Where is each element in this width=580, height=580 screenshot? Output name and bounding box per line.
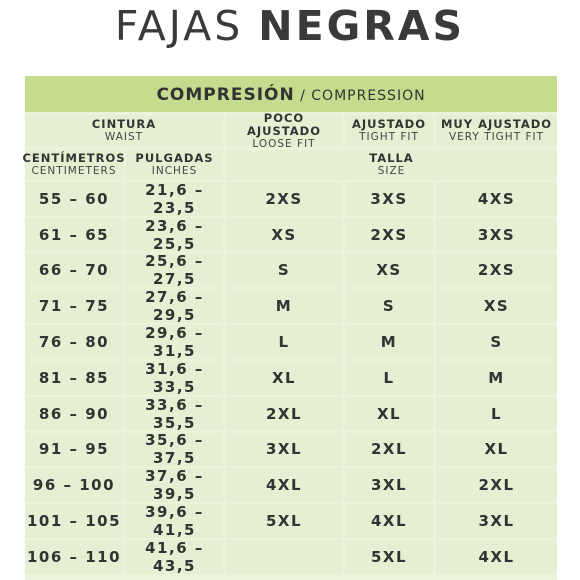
cell-centimetros: 76 – 80 bbox=[25, 325, 123, 359]
compression-label-en: / COMPRESSION bbox=[300, 88, 426, 104]
header-pulgadas: PULGADAS INCHES bbox=[126, 150, 223, 180]
cell-muy-ajustado: 3XL bbox=[436, 504, 557, 538]
header-muy-en: VERY TIGHT FIT bbox=[448, 131, 545, 143]
cell-muy-ajustado: 2XS bbox=[436, 253, 557, 288]
cell-ajustado: 2XS bbox=[345, 217, 433, 252]
cell-ajustado: S bbox=[345, 289, 433, 323]
cell-centimetros: 86 – 90 bbox=[25, 396, 123, 431]
cell-ajustado: 3XL bbox=[345, 468, 433, 502]
cell-centimetros: 96 – 100 bbox=[25, 468, 123, 502]
cell-muy-ajustado: 4XL bbox=[436, 540, 557, 574]
cell-ajustado: L bbox=[345, 361, 433, 395]
cell-centimetros: 81 – 85 bbox=[25, 361, 123, 395]
cell-muy-ajustado: 4XS bbox=[436, 182, 557, 216]
cell-muy-ajustado: M bbox=[436, 361, 557, 395]
cell-pulgadas: 23,6 – 25,5 bbox=[126, 217, 223, 253]
cell-pulgadas: 35,6 – 37,5 bbox=[126, 431, 223, 467]
cell-centimetros: 61 – 65 bbox=[25, 217, 123, 252]
header-ajustado-es: AJUSTADO bbox=[352, 117, 426, 131]
cell-centimetros: 101 – 105 bbox=[25, 504, 123, 538]
cell-pulgadas: 29,6 – 31,5 bbox=[126, 324, 223, 360]
header-talla-en: SIZE bbox=[377, 165, 406, 177]
title-bold: NEGRAS bbox=[258, 2, 466, 50]
header-poco-ajustado: POCO AJUSTADO LOOSE FIT bbox=[226, 110, 342, 150]
cell-poco-ajustado: 2XS bbox=[226, 182, 342, 216]
cell-ajustado: XS bbox=[345, 253, 433, 288]
cell-centimetros: 106 – 110 bbox=[25, 540, 123, 574]
header-ajustado-en: TIGHT FIT bbox=[359, 131, 419, 143]
cell-muy-ajustado: XL bbox=[436, 432, 557, 467]
cell-poco-ajustado: M bbox=[226, 289, 342, 323]
cell-ajustado: 4XL bbox=[345, 504, 433, 538]
header-cintura-es: CINTURA bbox=[91, 117, 157, 131]
cell-pulgadas: 33,6 – 35,5 bbox=[126, 396, 223, 432]
cell-ajustado: 2XL bbox=[345, 432, 433, 467]
cell-pulgadas: 39,6 – 41,5 bbox=[126, 503, 223, 539]
header-cintura: CINTURA WAIST bbox=[25, 115, 223, 147]
header-in-es: PULGADAS bbox=[135, 151, 214, 165]
cell-ajustado: 3XS bbox=[345, 182, 433, 216]
compression-header: COMPRESIÓN / COMPRESSION bbox=[25, 76, 557, 112]
cell-centimetros: 91 – 95 bbox=[25, 432, 123, 467]
header-poco-en: LOOSE FIT bbox=[252, 137, 316, 150]
cell-muy-ajustado: 2XL bbox=[436, 468, 557, 502]
header-muy-es: MUY AJUSTADO bbox=[440, 117, 553, 131]
header-centimetros: CENTÍMETROS CENTIMETERS bbox=[22, 150, 126, 180]
cell-pulgadas: 37,6 – 39,5 bbox=[126, 467, 223, 503]
header-talla-es: TALLA bbox=[369, 151, 414, 165]
cell-pulgadas: 25,6 – 27,5 bbox=[126, 252, 223, 288]
page-title: FAJAS NEGRAS bbox=[0, 0, 580, 58]
cell-poco-ajustado: 3XL bbox=[226, 432, 342, 467]
cell-poco-ajustado bbox=[226, 540, 342, 574]
cell-ajustado: 5XL bbox=[345, 540, 433, 574]
cell-muy-ajustado: S bbox=[436, 325, 557, 359]
header-cm-es: CENTÍMETROS bbox=[22, 151, 126, 165]
cell-poco-ajustado: XL bbox=[226, 361, 342, 395]
cell-ajustado: XL bbox=[345, 396, 433, 431]
title-light: FAJAS bbox=[114, 2, 244, 50]
cell-poco-ajustado: XS bbox=[226, 217, 342, 252]
header-poco-es: POCO AJUSTADO bbox=[247, 110, 321, 138]
header-talla: TALLA SIZE bbox=[226, 150, 557, 180]
size-chart: COMPRESIÓN / COMPRESSION CINTURA WAIST P… bbox=[22, 76, 557, 580]
cell-poco-ajustado: 2XL bbox=[226, 396, 342, 431]
cell-poco-ajustado: S bbox=[226, 253, 342, 288]
cell-centimetros: 66 – 70 bbox=[25, 253, 123, 288]
cell-poco-ajustado: L bbox=[226, 325, 342, 359]
cell-poco-ajustado: 5XL bbox=[226, 504, 342, 538]
cell-centimetros: 55 – 60 bbox=[25, 182, 123, 216]
cell-centimetros: 71 – 75 bbox=[25, 289, 123, 323]
header-cm-en: CENTIMETERS bbox=[31, 165, 117, 177]
header-ajustado: AJUSTADO TIGHT FIT bbox=[345, 115, 433, 147]
header-in-en: INCHES bbox=[151, 165, 198, 177]
cell-ajustado: M bbox=[345, 325, 433, 359]
cell-pulgadas: 31,6 – 33,5 bbox=[126, 360, 223, 396]
cell-muy-ajustado: 3XS bbox=[436, 217, 557, 252]
cell-poco-ajustado: 4XL bbox=[226, 468, 342, 502]
header-cintura-en: WAIST bbox=[104, 131, 144, 143]
cell-muy-ajustado: L bbox=[436, 396, 557, 431]
cell-muy-ajustado: XS bbox=[436, 289, 557, 323]
cell-pulgadas: 41,6 – 43,5 bbox=[126, 539, 223, 575]
compression-label-es: COMPRESIÓN bbox=[156, 85, 295, 105]
header-muy-ajustado: MUY AJUSTADO VERY TIGHT FIT bbox=[436, 115, 557, 147]
cell-pulgadas: 27,6 – 29,5 bbox=[126, 288, 223, 324]
cell-pulgadas: 21,6 – 23,5 bbox=[126, 181, 223, 217]
